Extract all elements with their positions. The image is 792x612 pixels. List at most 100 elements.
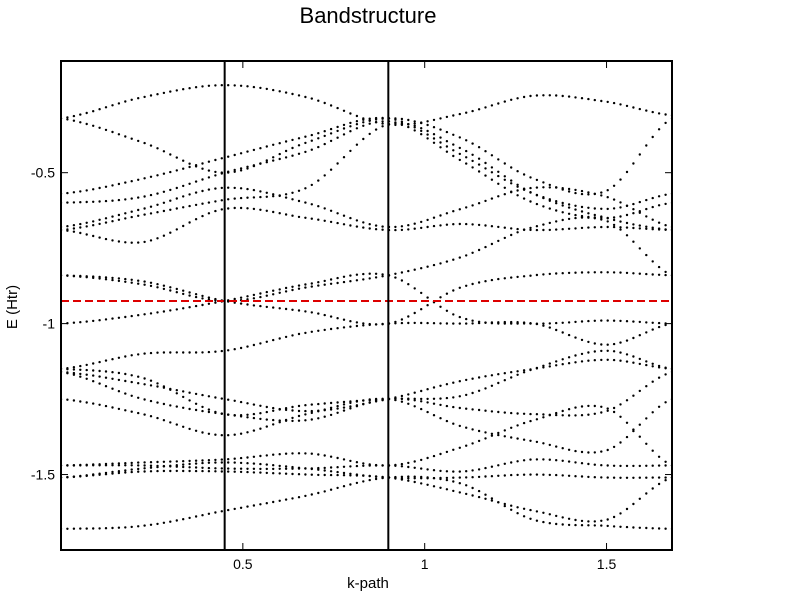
band-point <box>169 199 172 202</box>
band-point <box>522 507 526 510</box>
band-point <box>207 169 211 172</box>
band-point <box>259 304 262 308</box>
band-point <box>484 167 487 170</box>
band-point <box>362 324 365 327</box>
band-point <box>329 139 333 143</box>
band-point <box>548 94 551 97</box>
band-point <box>413 311 416 315</box>
band-point <box>664 121 667 125</box>
band-point <box>374 272 378 275</box>
band-point <box>600 411 603 414</box>
band-point <box>561 474 564 477</box>
band-point <box>420 220 423 224</box>
band-point <box>239 400 243 404</box>
band-point <box>445 140 449 143</box>
band-point <box>458 256 461 259</box>
band-point <box>259 404 262 407</box>
band-point <box>220 397 223 400</box>
band-point <box>239 456 243 460</box>
band-point <box>98 382 101 385</box>
band-point <box>484 321 487 324</box>
band-point <box>297 473 301 476</box>
band-point <box>465 426 468 429</box>
band-point <box>529 228 532 232</box>
band-point <box>98 527 101 530</box>
band-point <box>214 170 217 174</box>
band-point <box>567 190 571 193</box>
band-point <box>79 364 82 368</box>
band-point <box>207 410 211 414</box>
band-point <box>432 476 436 480</box>
band-point <box>657 204 661 207</box>
band-point <box>342 156 346 159</box>
band-point <box>394 475 397 479</box>
band-point <box>420 127 423 130</box>
band-point <box>272 195 275 198</box>
band-point <box>645 360 648 363</box>
band-point <box>484 150 487 153</box>
band-point <box>214 158 217 162</box>
band-point <box>651 205 654 209</box>
band-point <box>587 520 590 523</box>
band-point <box>522 371 526 374</box>
band-point <box>400 228 404 232</box>
band-point <box>175 291 178 294</box>
band-point <box>233 470 236 473</box>
band-point <box>458 446 461 449</box>
band-point <box>645 227 648 230</box>
band-point <box>317 468 320 471</box>
band-point <box>600 319 603 322</box>
band-point <box>272 423 275 426</box>
band-point <box>149 379 153 382</box>
band-point <box>310 133 313 137</box>
band-point <box>561 201 564 205</box>
band-point <box>445 260 449 263</box>
band-point <box>291 409 294 412</box>
band-point <box>600 343 603 346</box>
band-point <box>149 351 153 355</box>
band-point <box>400 400 404 403</box>
band-point <box>503 502 506 506</box>
band-point <box>381 225 384 228</box>
band-point <box>156 286 159 289</box>
band-point <box>175 169 178 172</box>
band-point <box>246 431 249 434</box>
band-point <box>484 199 487 203</box>
band-point <box>638 320 641 324</box>
band-point <box>593 192 596 195</box>
band-point <box>465 393 468 397</box>
band-point <box>278 421 281 424</box>
band-point <box>227 434 230 437</box>
band-point <box>342 109 346 113</box>
band-point <box>117 526 121 529</box>
band-point <box>220 157 223 160</box>
band-point <box>510 276 513 279</box>
band-point <box>522 173 526 176</box>
band-point <box>98 126 101 129</box>
band-point <box>555 328 558 332</box>
band-point <box>169 90 172 93</box>
band-point <box>407 224 410 227</box>
band-point <box>445 450 449 454</box>
band-point <box>471 223 474 226</box>
band-point <box>175 89 178 92</box>
band-point <box>342 403 346 406</box>
band-point <box>278 90 281 93</box>
band-point <box>555 202 558 205</box>
band-point <box>194 515 198 518</box>
band-point <box>336 276 339 280</box>
band-point <box>124 181 127 184</box>
band-point <box>645 442 648 445</box>
band-point <box>413 399 416 402</box>
band-point <box>452 448 455 451</box>
band-point <box>651 328 654 331</box>
band-point <box>477 429 481 433</box>
band-point <box>291 191 294 194</box>
band-point <box>227 458 230 461</box>
band-point <box>612 358 616 362</box>
band-point <box>72 201 76 204</box>
band-point <box>362 403 365 406</box>
band-point <box>439 224 442 227</box>
band-point <box>381 273 384 276</box>
band-point <box>381 120 384 123</box>
